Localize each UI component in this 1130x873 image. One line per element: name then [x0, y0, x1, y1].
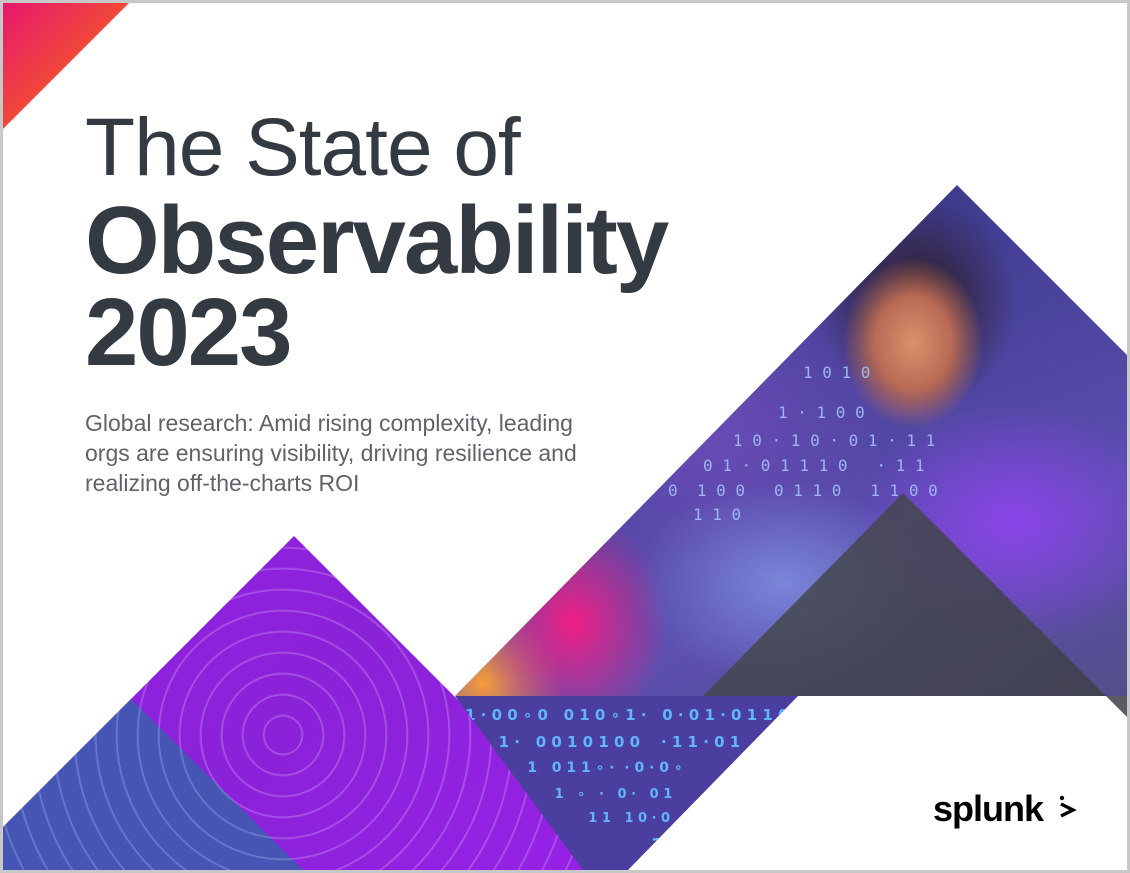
code-line-1: 1 · 0 0 ∘ 0 0 1 0 ∘ 1 · 0 · 0 1 · 0 1 1 …	[465, 706, 789, 724]
title-line-2: Observability	[85, 187, 669, 294]
code-line-3: 1 0 1 1 ∘ · · 0 · 0 ∘	[503, 760, 683, 776]
code-line-4: 1 ∘ · 0 · 0 1	[523, 787, 673, 802]
report-title: The State of Observability 2023	[85, 102, 669, 386]
report-subtitle: Global research: Amid rising complexity,…	[85, 410, 577, 496]
cover-page: The State of Observability 2023 Global r…	[3, 3, 1127, 870]
splunk-chevron-icon	[1059, 795, 1077, 818]
photo-binary-3: 1 0 · 1 0 · 0 1 · 1 1	[733, 431, 936, 450]
photo-binary-1: 1 0 1 0	[803, 363, 871, 382]
title-line-1: The State of	[85, 102, 521, 193]
code-line-6: 1 0	[563, 835, 683, 856]
splunk-logo: splunk	[933, 788, 1044, 829]
title-year: 2023	[85, 279, 293, 386]
code-line-2: 1 · 0 0 1 0 1 0 0 · 1 1 · 0 1	[483, 733, 741, 751]
photo-binary-5: 0 1 0 0 0 1 1 0 1 1 0 0	[668, 481, 938, 500]
photo-binary-4: 0 1 · 0 1 1 1 0 · 1 1	[703, 456, 925, 475]
photo-binary-2: 1 · 1 0 0	[778, 403, 865, 422]
photo-binary-6: 1 1 0	[693, 505, 742, 524]
code-line-5: 1 1 1 0 · 0	[543, 811, 671, 826]
